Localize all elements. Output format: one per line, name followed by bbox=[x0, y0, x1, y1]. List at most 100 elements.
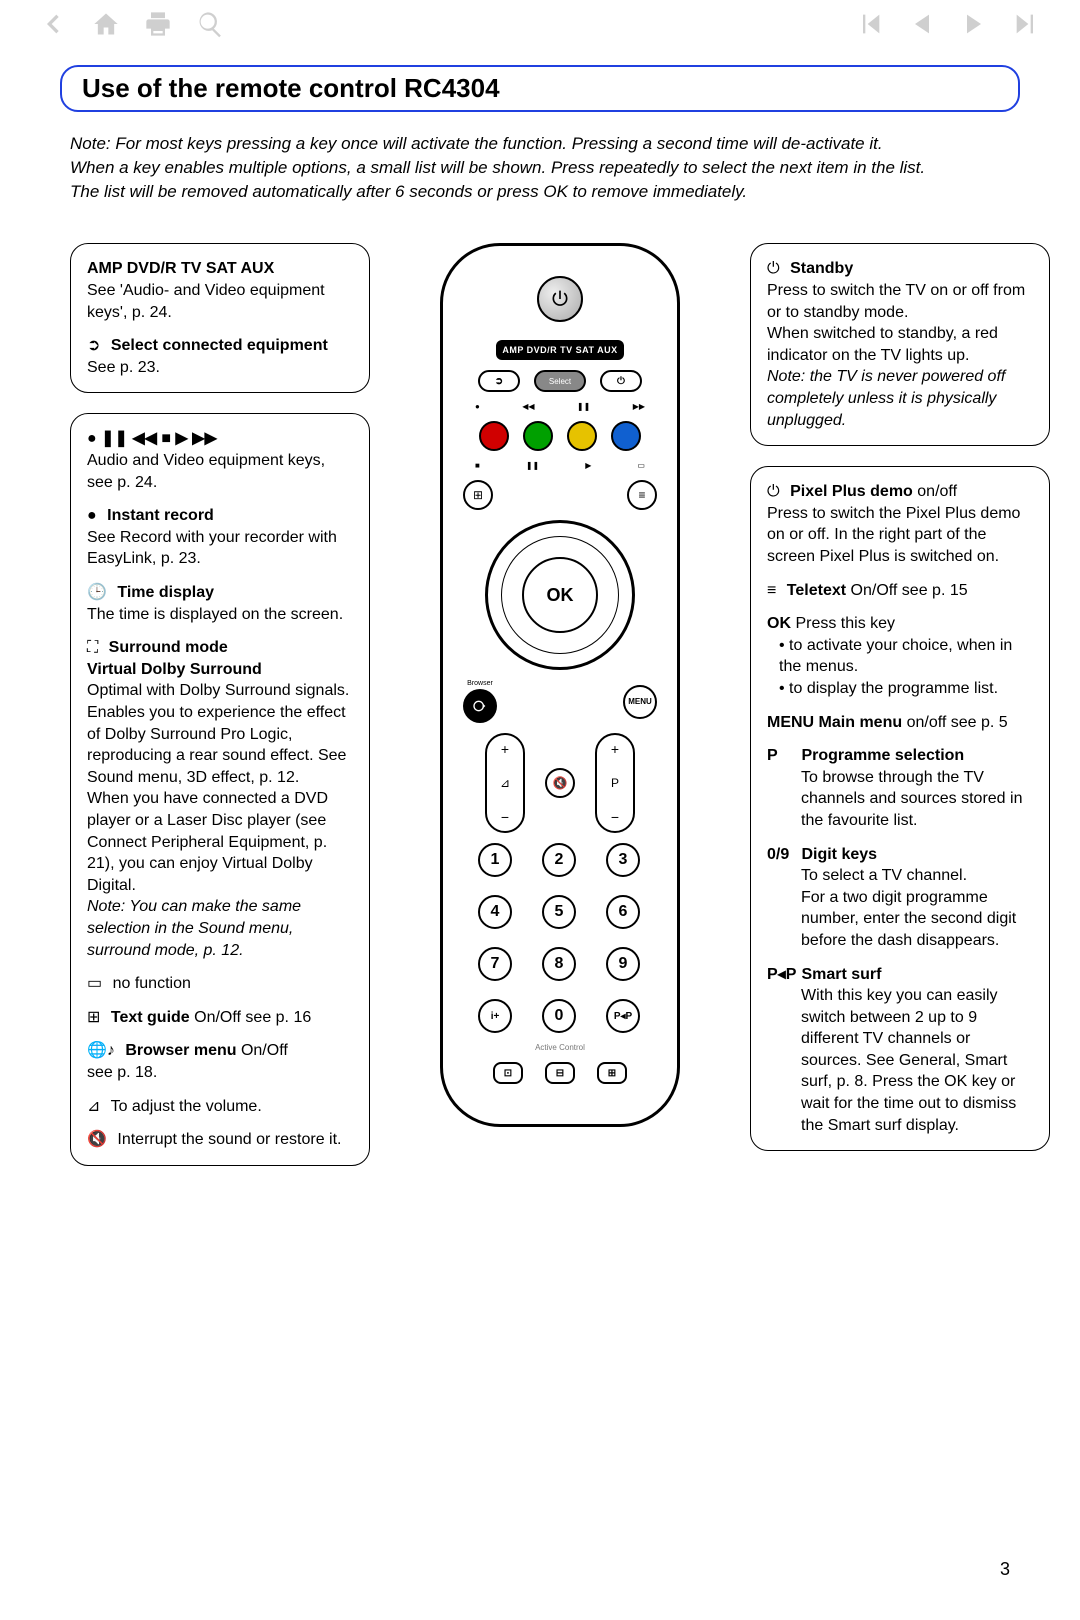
ok-button: OK bbox=[522, 557, 598, 633]
demo-icon: ⏻ bbox=[767, 481, 780, 503]
body-text: no function bbox=[113, 975, 191, 992]
body-text: With this key you can easily switch betw… bbox=[767, 985, 1033, 1136]
keypad-button: 0 bbox=[542, 999, 576, 1033]
remote-control: AMP DVD/R TV SAT AUX ➲ Select ⏻ ● ◀◀ ❚❚ … bbox=[440, 243, 680, 1127]
search-icon[interactable] bbox=[196, 10, 224, 45]
heading: MENU Main menu bbox=[767, 714, 902, 731]
teletext-button: ≡ bbox=[627, 480, 657, 510]
keypad-button: 6 bbox=[606, 895, 640, 929]
note-text: Note: You can make the same selection in… bbox=[87, 898, 301, 958]
mute-icon: 🔇 bbox=[87, 1129, 107, 1151]
keypad-button: 3 bbox=[606, 843, 640, 877]
teletext-icon: ≡ bbox=[767, 580, 776, 602]
body-text: On/Off see p. 15 bbox=[846, 582, 968, 599]
heading: Virtual Dolby Surround bbox=[87, 661, 262, 678]
heading: Time display bbox=[117, 584, 214, 601]
mode-bar: AMP DVD/R TV SAT AUX bbox=[496, 340, 623, 360]
heading: Smart surf bbox=[801, 966, 881, 983]
transport-icon: ● bbox=[475, 402, 480, 411]
body-text: On/Off see p. 16 bbox=[190, 1009, 312, 1026]
heading: OK bbox=[767, 615, 791, 632]
right-box-1: ⏻ Standby Press to switch the TV on or o… bbox=[750, 243, 1050, 446]
unused-icon: ▭ bbox=[87, 973, 102, 995]
keypad-button: 5 bbox=[542, 895, 576, 929]
prev-page-icon[interactable] bbox=[908, 10, 936, 45]
record-icon: ● bbox=[87, 505, 97, 527]
page-number: 3 bbox=[1000, 1559, 1010, 1580]
body-text: To select a TV channel. For a two digit … bbox=[767, 865, 1033, 951]
keypad-button: 8 bbox=[542, 947, 576, 981]
nav-ring: OK bbox=[485, 520, 635, 670]
bullet-text: • to display the programme list. bbox=[767, 678, 1033, 700]
menu-button: MENU bbox=[623, 685, 657, 719]
body-text: Optimal with Dolby Surround signals. Ena… bbox=[87, 682, 349, 893]
intro-line: The list will be removed automatically a… bbox=[70, 180, 1010, 204]
heading: Pixel Plus demo bbox=[790, 483, 913, 500]
transport-icon: ▶ bbox=[585, 461, 591, 470]
keypad-button: 1 bbox=[478, 843, 512, 877]
browser-button bbox=[463, 689, 497, 723]
active-control-button: ⊟ bbox=[545, 1062, 575, 1084]
body-text: See 'Audio- and Video equipment keys', p… bbox=[87, 282, 325, 321]
mute-button: 🔇 bbox=[545, 768, 575, 798]
body-text: Press to switch the Pixel Plus demo on o… bbox=[767, 505, 1020, 565]
body-text: on/off see p. 5 bbox=[902, 714, 1008, 731]
format-button: ⊡ bbox=[493, 1062, 523, 1084]
keypad-button: 4 bbox=[478, 895, 512, 929]
heading: Instant record bbox=[107, 507, 214, 524]
transport-icon: ▭ bbox=[637, 461, 645, 470]
left-box-1: AMP DVD/R TV SAT AUX See 'Audio- and Vid… bbox=[70, 243, 370, 393]
heading: Browser menu bbox=[125, 1042, 236, 1059]
back-icon[interactable] bbox=[40, 10, 68, 45]
heading: Teletext bbox=[787, 582, 846, 599]
color-button bbox=[611, 421, 641, 451]
home-icon[interactable] bbox=[92, 10, 120, 45]
transport-symbols: ● ❚❚ ◀◀ ■ ▶ ▶▶ bbox=[87, 430, 217, 447]
keypad-button: 2 bbox=[542, 843, 576, 877]
title-box: Use of the remote control RC4304 bbox=[60, 65, 1020, 112]
body-text: Press this key bbox=[791, 615, 895, 632]
first-page-icon[interactable] bbox=[856, 10, 884, 45]
body-text: Audio and Video equipment keys, see p. 2… bbox=[87, 452, 325, 491]
pdf-toolbar bbox=[40, 10, 1040, 45]
transport-icon: ❚❚ bbox=[577, 402, 590, 411]
intro-line: When a key enables multiple options, a s… bbox=[70, 156, 1010, 180]
keypad-button: 9 bbox=[606, 947, 640, 981]
body-text: Press to switch the TV on or off from or… bbox=[767, 282, 1025, 364]
power-button bbox=[537, 276, 583, 322]
left-column: AMP DVD/R TV SAT AUX See 'Audio- and Vid… bbox=[70, 243, 370, 1185]
intro-line: Note: For most keys pressing a key once … bbox=[70, 132, 1010, 156]
heading: Programme selection bbox=[801, 747, 964, 764]
browser-label: Browser bbox=[467, 680, 493, 687]
next-page-icon[interactable] bbox=[960, 10, 988, 45]
select-button: Select bbox=[534, 370, 586, 392]
text-guide-button: ⊞ bbox=[463, 480, 493, 510]
dual-button: ⊞ bbox=[597, 1062, 627, 1084]
heading: Standby bbox=[790, 260, 853, 277]
page-title: Use of the remote control RC4304 bbox=[64, 69, 1016, 108]
intro-note: Note: For most keys pressing a key once … bbox=[70, 132, 1010, 203]
remote-column: AMP DVD/R TV SAT AUX ➲ Select ⏻ ● ◀◀ ❚❚ … bbox=[430, 243, 690, 1127]
left-box-2: ● ❚❚ ◀◀ ■ ▶ ▶▶ Audio and Video equipment… bbox=[70, 413, 370, 1165]
color-button bbox=[523, 421, 553, 451]
heading: Surround mode bbox=[109, 639, 228, 656]
clock-icon: 🕒 bbox=[87, 582, 107, 604]
color-button bbox=[567, 421, 597, 451]
bullet-text: • to activate your choice, when in the m… bbox=[767, 635, 1033, 678]
print-icon[interactable] bbox=[144, 10, 172, 45]
last-page-icon[interactable] bbox=[1012, 10, 1040, 45]
surround-icon: ⛶ bbox=[87, 637, 98, 659]
body-text: To adjust the volume. bbox=[111, 1098, 262, 1115]
body-text: on/off bbox=[913, 483, 957, 500]
transport-icon: ◀◀ bbox=[522, 402, 534, 411]
transport-icon: ■ bbox=[475, 461, 480, 470]
icon-label: P bbox=[767, 745, 797, 767]
right-box-2: ⏻ Pixel Plus demo on/off Press to switch… bbox=[750, 466, 1050, 1151]
standby-icon: ⏻ bbox=[767, 258, 780, 280]
heading: AMP DVD/R TV SAT AUX bbox=[87, 260, 274, 277]
heading: Digit keys bbox=[801, 846, 877, 863]
heading: Select connected equipment bbox=[111, 337, 328, 354]
text-guide-icon: ⊞ bbox=[87, 1007, 100, 1029]
body-text: See p. 23. bbox=[87, 359, 160, 376]
icon-label: P◂P bbox=[767, 964, 797, 986]
